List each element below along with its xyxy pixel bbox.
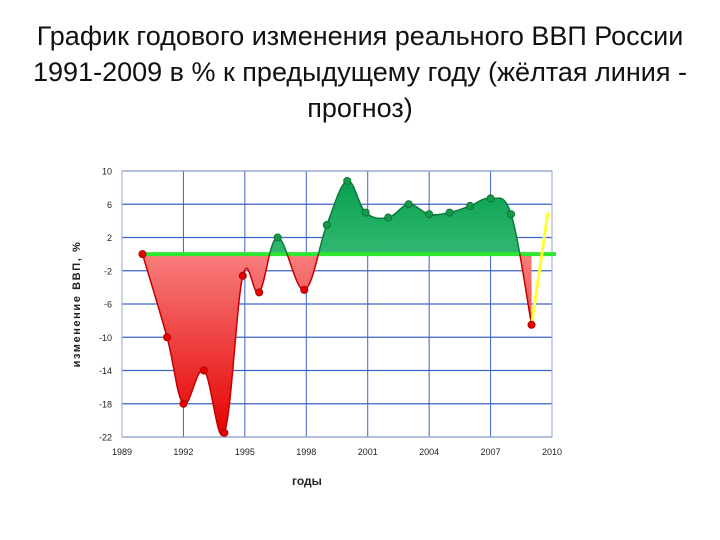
x-tick-label: 1995 — [235, 447, 255, 457]
positive-growth-area — [142, 180, 532, 255]
data-point — [179, 399, 188, 408]
data-point — [343, 176, 352, 185]
data-point — [507, 210, 516, 219]
data-points — [138, 176, 536, 437]
data-point — [384, 213, 393, 222]
data-point — [238, 271, 247, 280]
x-tick-label: 1998 — [296, 447, 316, 457]
y-tick-label: -2 — [104, 266, 112, 276]
gdp-chart: 10 6 2 -2 -6 -10 -14 -18 -22 1989 1992 1995 1998 200… — [58, 145, 578, 500]
data-point — [445, 208, 454, 217]
x-tick-label: 2010 — [542, 447, 562, 457]
y-axis-title: изменение ВВП, % — [71, 241, 83, 368]
y-tick-labels: 10 6 2 -2 -6 -10 -14 -18 -22 — [99, 167, 112, 443]
x-axis-title: годы — [292, 474, 322, 488]
data-point — [425, 210, 434, 219]
data-point — [138, 250, 147, 259]
negative-growth-area — [142, 254, 532, 436]
data-point — [273, 233, 282, 242]
data-point — [199, 366, 208, 375]
y-tick-label: -14 — [99, 366, 112, 376]
gdp-chart-svg: 10 6 2 -2 -6 -10 -14 -18 -22 1989 1992 1995 1998 200… — [71, 167, 562, 489]
data-point — [361, 208, 370, 217]
slide-title: График годового изменения реального ВВП … — [33, 21, 687, 123]
y-tick-label: -22 — [99, 433, 112, 443]
data-point — [404, 200, 413, 209]
x-tick-label: 2007 — [481, 447, 501, 457]
data-point — [527, 320, 536, 329]
x-tick-labels: 1989 1992 1995 1998 2001 2004 2007 2010 — [112, 447, 562, 457]
x-tick-label: 2004 — [419, 447, 439, 457]
y-tick-label: 2 — [107, 233, 112, 243]
plot-frame — [121, 170, 553, 438]
data-point — [466, 201, 475, 210]
x-tick-label: 2001 — [358, 447, 378, 457]
data-point — [255, 288, 264, 297]
data-point — [300, 285, 309, 294]
y-tick-label: -10 — [99, 333, 112, 343]
y-tick-label: 10 — [102, 167, 112, 177]
data-point — [163, 333, 172, 342]
x-tick-label: 1989 — [112, 447, 132, 457]
forecast-line — [530, 212, 550, 325]
y-tick-label: -18 — [99, 399, 112, 409]
data-point — [486, 194, 495, 203]
x-tick-label: 1992 — [173, 447, 193, 457]
y-tick-label: 6 — [107, 200, 112, 210]
data-point — [322, 221, 331, 230]
y-tick-label: -6 — [104, 300, 112, 310]
forecast-series — [530, 212, 550, 325]
data-point — [220, 428, 229, 437]
